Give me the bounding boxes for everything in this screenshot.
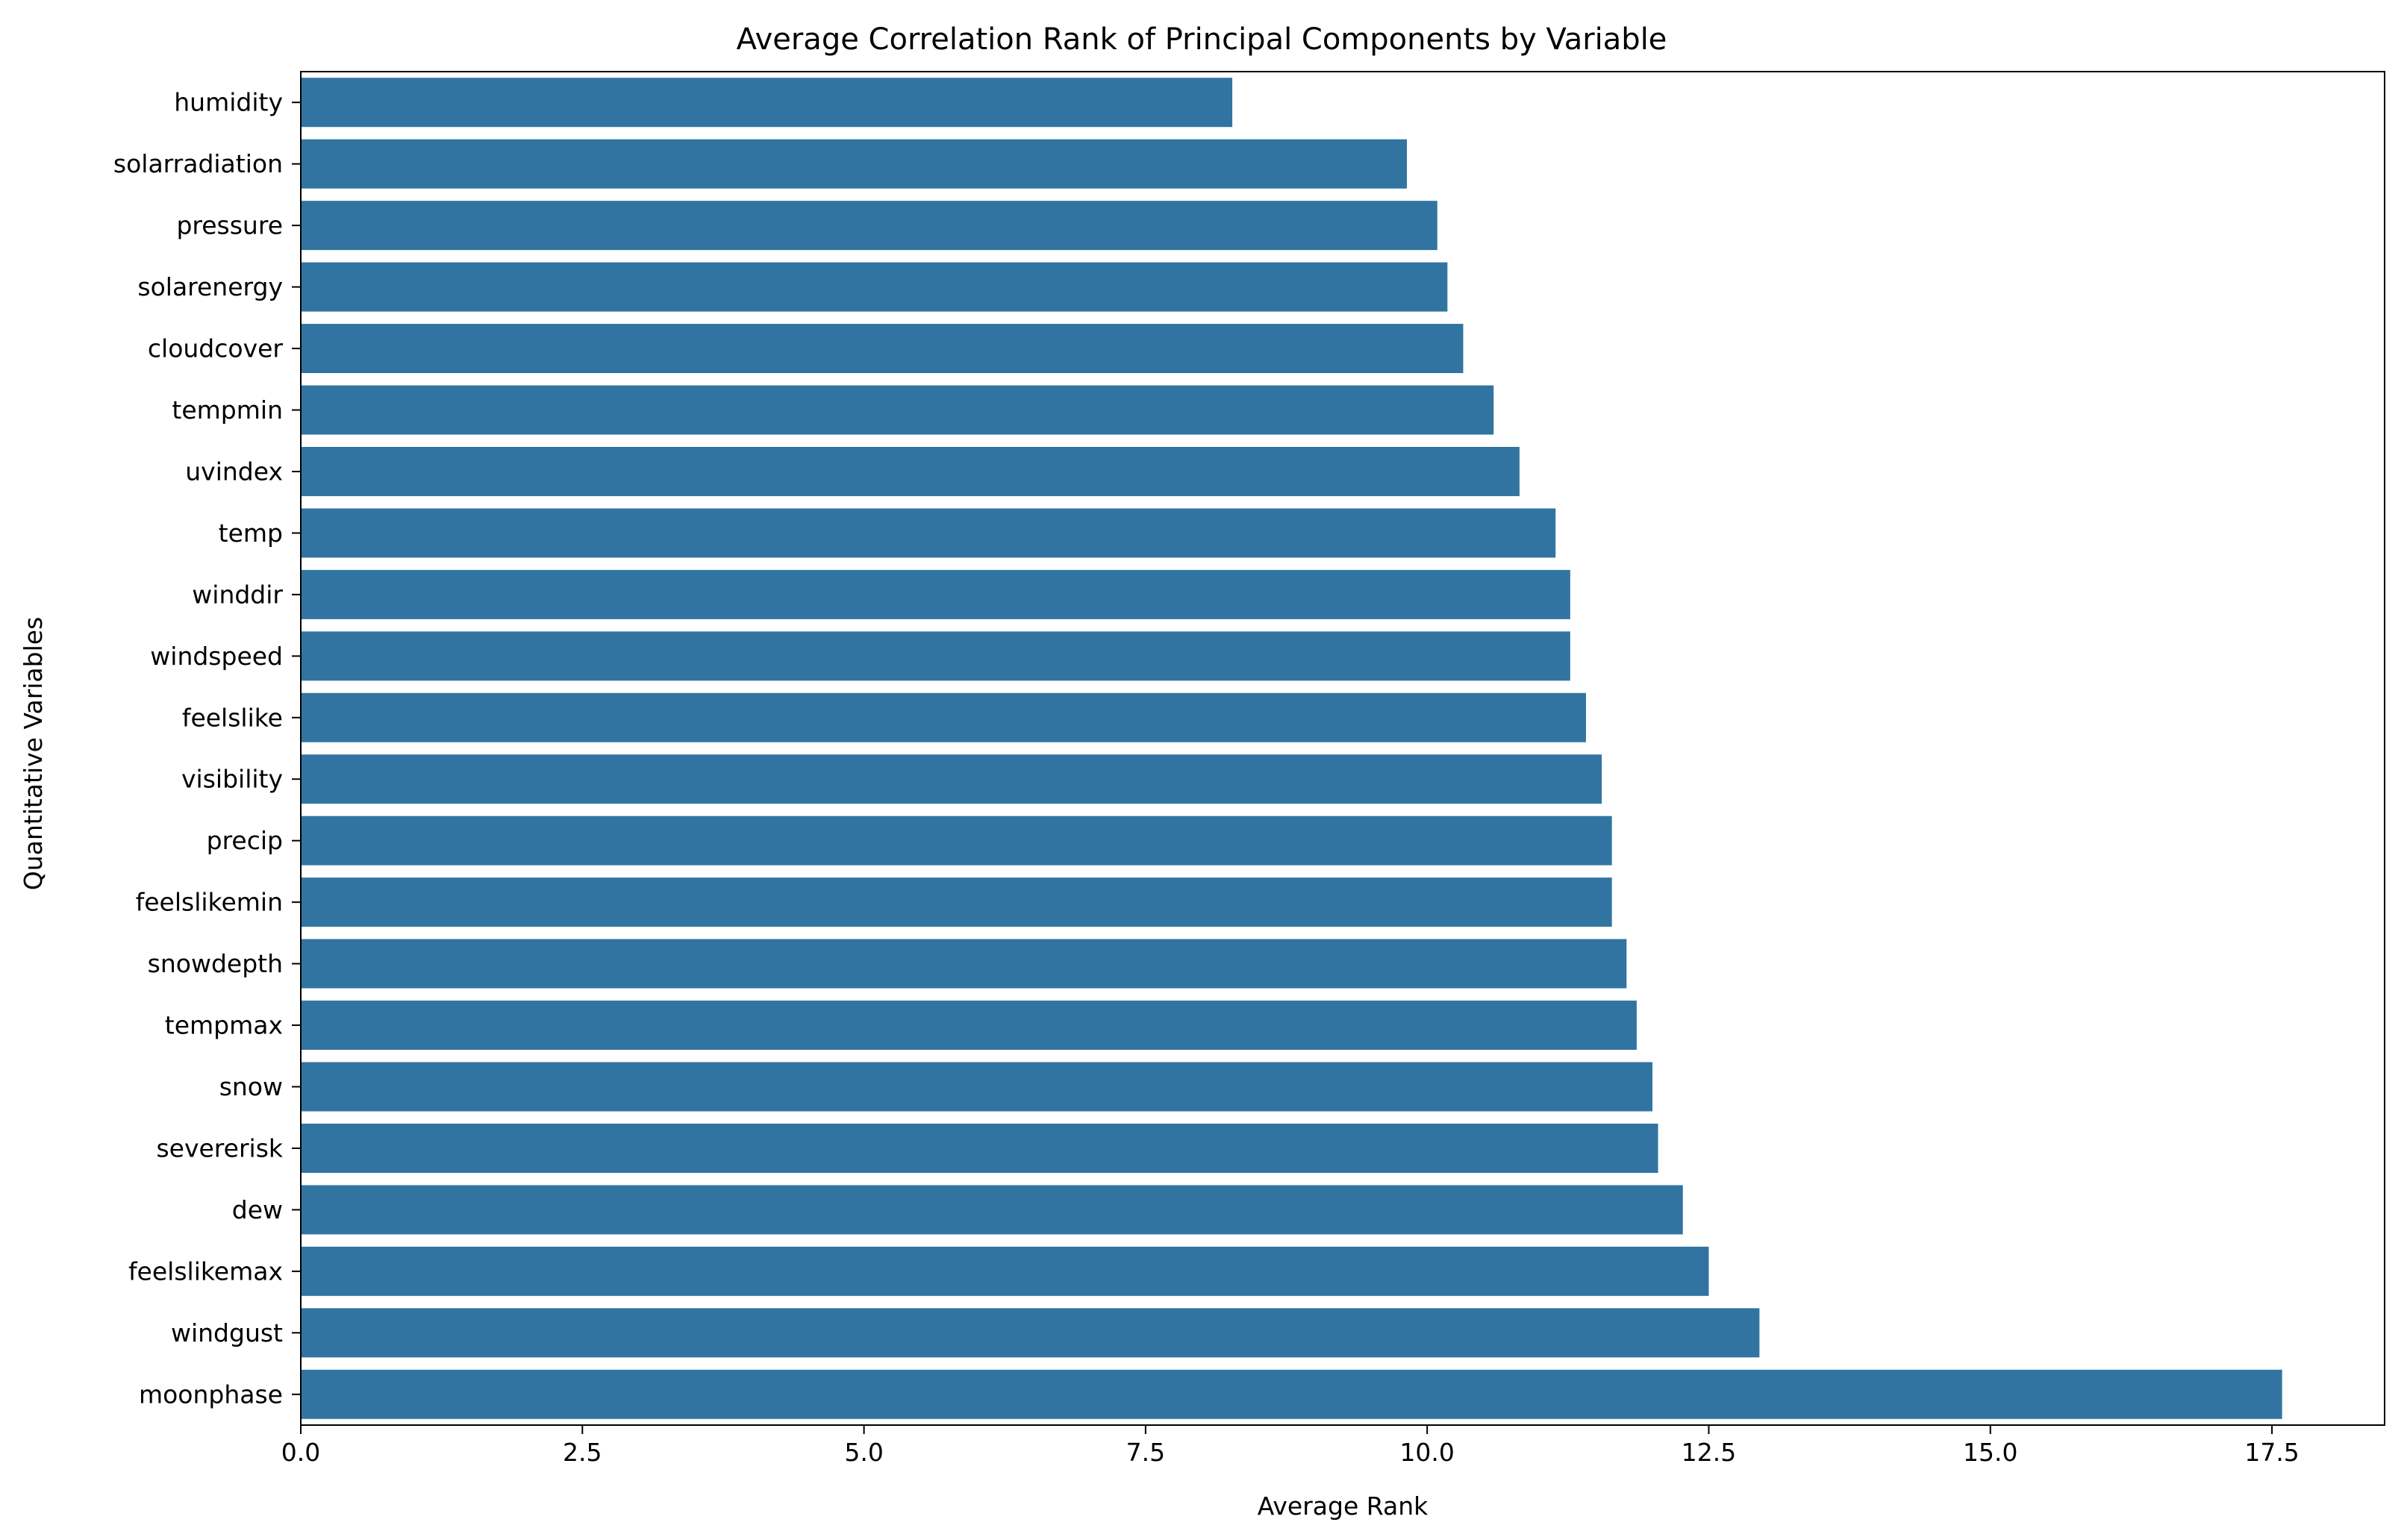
bar-tempmax <box>301 1001 1637 1051</box>
y-tick-label: snow <box>219 1072 283 1101</box>
y-tick-label: windspeed <box>150 642 283 671</box>
bars-group <box>301 78 2282 1419</box>
y-axis-label: Quantitative Variables <box>19 617 48 891</box>
bar-snow <box>301 1062 1653 1112</box>
bar-precip <box>301 816 1612 866</box>
bar-solarenergy <box>301 262 1448 312</box>
x-tick-label: 7.5 <box>1126 1438 1165 1467</box>
bar-temp <box>301 508 1556 558</box>
bar-severerisk <box>301 1123 1658 1173</box>
bar-solarradiation <box>301 139 1408 189</box>
x-tick-label: 2.5 <box>563 1438 602 1467</box>
y-tick-label: moonphase <box>139 1380 283 1409</box>
x-tick-label: 5.0 <box>844 1438 883 1467</box>
bar-windgust <box>301 1308 1760 1358</box>
x-tick-label: 12.5 <box>1682 1438 1736 1467</box>
y-tick-label: dew <box>232 1195 283 1224</box>
x-axis-ticks: 0.0 2.5 5.0 7.5 10.0 12.5 15.0 17.5 <box>281 1425 2300 1467</box>
y-tick-label: severerisk <box>156 1133 283 1162</box>
y-tick-label: solarenergy <box>137 272 283 301</box>
bar-visibility <box>301 754 1602 804</box>
y-tick-label: feelslikemax <box>128 1256 283 1286</box>
bar-dew <box>301 1185 1683 1235</box>
y-tick-label: windgust <box>171 1318 283 1348</box>
bar-feelslikemax <box>301 1246 1709 1296</box>
bar-moonphase <box>301 1369 2282 1419</box>
bar-humidity <box>301 78 1233 128</box>
y-tick-label: winddir <box>192 580 283 609</box>
y-tick-label: pressure <box>176 211 283 240</box>
bar-snowdepth <box>301 939 1627 989</box>
y-axis-ticks: humidity solarradiation pressure solarenerg… <box>113 88 301 1409</box>
plot-frame <box>300 71 2385 1426</box>
y-tick-label: feelslikemin <box>136 888 283 917</box>
y-tick-label: visibility <box>181 765 283 794</box>
y-tick-label: feelslike <box>182 703 283 732</box>
chart-title: Average Correlation Rank of Principal Co… <box>737 22 1667 57</box>
y-tick-label: cloudcover <box>148 334 284 363</box>
y-tick-label: precip <box>207 826 283 855</box>
y-tick-label: tempmax <box>165 1011 283 1040</box>
y-tick-label: humidity <box>174 88 283 117</box>
bar-windspeed <box>301 631 1570 681</box>
bar-tempmin <box>301 385 1494 435</box>
bar-feelslike <box>301 692 1586 742</box>
y-tick-label: snowdepth <box>148 949 283 978</box>
y-tick-label: uvindex <box>185 457 283 486</box>
bar-uvindex <box>301 446 1520 496</box>
y-tick-label: solarradiation <box>113 149 283 178</box>
y-tick-label: temp <box>219 519 283 548</box>
x-tick-label: 17.5 <box>2244 1438 2299 1467</box>
x-tick-label: 15.0 <box>1963 1438 2017 1467</box>
bar-feelslikemin <box>301 877 1612 927</box>
bar-pressure <box>301 201 1437 251</box>
bar-cloudcover <box>301 324 1464 374</box>
y-tick-label: tempmin <box>172 395 283 425</box>
bar-winddir <box>301 569 1570 619</box>
x-axis-label: Average Rank <box>1258 1492 1429 1521</box>
x-tick-label: 0.0 <box>281 1438 320 1467</box>
x-tick-label: 10.0 <box>1399 1438 1454 1467</box>
